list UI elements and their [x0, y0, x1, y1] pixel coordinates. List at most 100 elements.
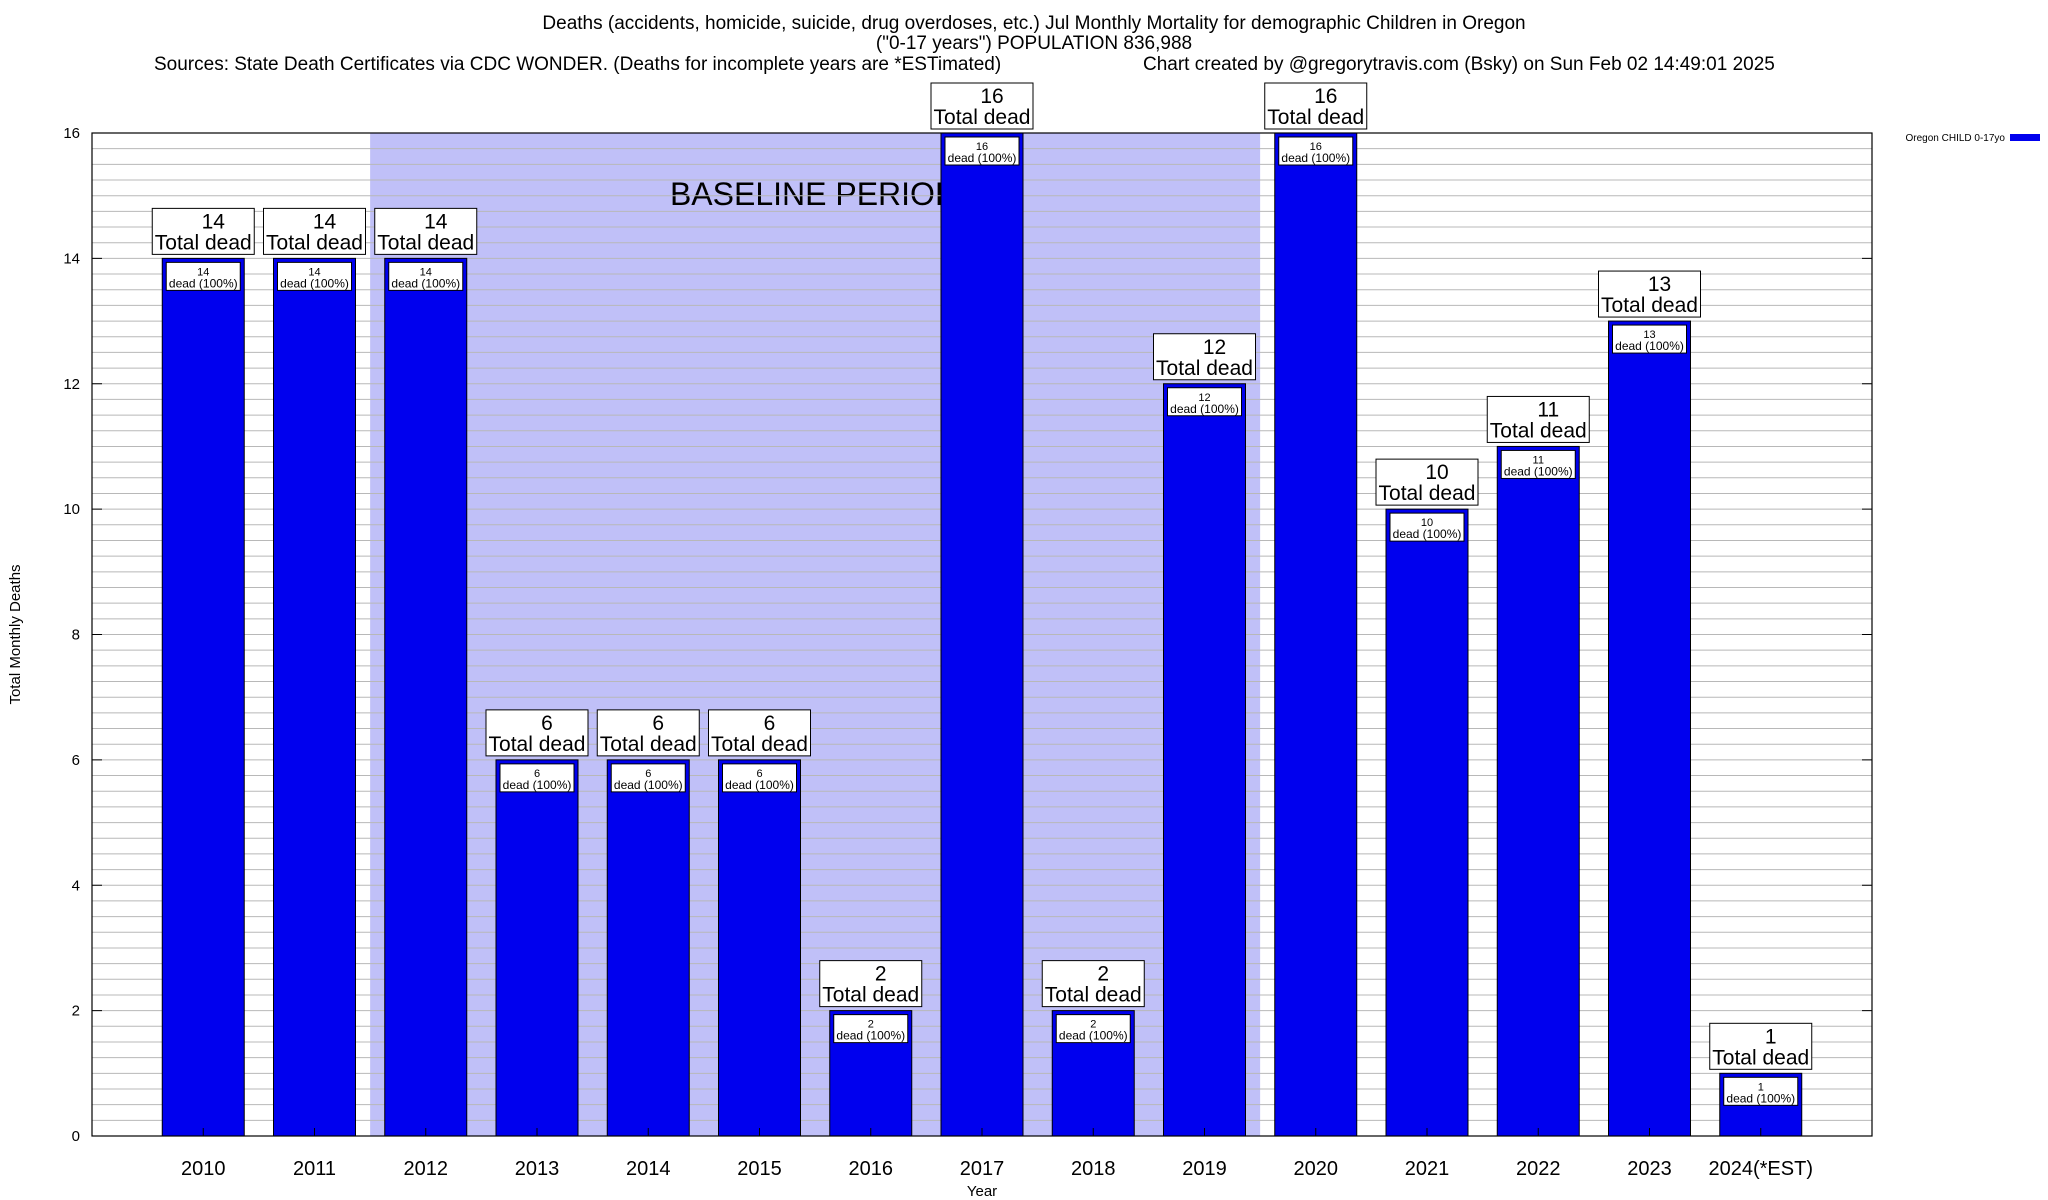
- total-value-2014: 6: [652, 712, 664, 735]
- inner-label-box-2012: [388, 261, 464, 291]
- inner-value-2020: 16: [1310, 141, 1322, 153]
- total-label-2010: Total dead: [155, 231, 252, 254]
- inner-value-2023: 13: [1643, 329, 1655, 341]
- total-value-2024(*EST): 1: [1765, 1025, 1777, 1048]
- y-tick-label-10: 10: [63, 501, 80, 518]
- inner-label-box-2024(*EST): [1723, 1076, 1799, 1106]
- total-label-2022: Total dead: [1490, 419, 1587, 442]
- y-tick-label-2: 2: [72, 1003, 80, 1020]
- inner-value-2016: 2: [868, 1019, 874, 1031]
- x-tick-label-2013: 2013: [515, 1158, 560, 1180]
- y-tick-label-6: 6: [72, 752, 80, 769]
- total-label-2011: Total dead: [266, 231, 363, 254]
- x-tick-label-2014: 2014: [626, 1158, 671, 1180]
- total-label-box-2020: [1264, 82, 1368, 130]
- bar-2019: [1163, 383, 1246, 1137]
- bar-2010: [161, 257, 245, 1137]
- x-tick-label-2010: 2010: [181, 1158, 226, 1180]
- inner-percent-2012: dead (100%): [391, 276, 460, 290]
- inner-percent-2015: dead (100%): [725, 778, 794, 792]
- inner-label-box-2021: [1389, 512, 1465, 542]
- inner-percent-2023: dead (100%): [1615, 339, 1684, 353]
- inner-percent-2018: dead (100%): [1059, 1029, 1128, 1043]
- bar-2023: [1608, 320, 1691, 1137]
- inner-label-box-2023: [1612, 324, 1687, 354]
- inner-label-box-2017: [944, 136, 1020, 166]
- inner-value-2015: 6: [756, 768, 762, 780]
- x-tick-label-2011: 2011: [293, 1158, 336, 1180]
- total-label-2021: Total dead: [1379, 482, 1476, 505]
- total-label-2013: Total dead: [489, 733, 586, 756]
- total-value-2010: 14: [202, 210, 226, 233]
- total-label-2018: Total dead: [1045, 984, 1142, 1007]
- total-value-2020: 16: [1314, 85, 1337, 108]
- y-axis-label: Total Monthly Deaths: [7, 564, 24, 704]
- bar-2020: [1274, 132, 1358, 1137]
- inner-label-box-2013: [499, 763, 575, 793]
- total-value-2016: 2: [875, 963, 887, 986]
- inner-label-box-2011: [277, 261, 352, 291]
- inner-label-box-2015: [722, 763, 797, 793]
- inner-label-box-2022: [1500, 449, 1576, 479]
- total-label-2012: Total dead: [377, 231, 474, 254]
- total-label-2016: Total dead: [822, 984, 919, 1007]
- legend-label: Oregon CHILD 0-17yo: [1906, 133, 2006, 144]
- total-label-2019: Total dead: [1156, 357, 1253, 380]
- inner-label-box-2014: [610, 763, 686, 793]
- total-value-2019: 12: [1203, 336, 1226, 359]
- x-tick-label-2017: 2017: [960, 1158, 1005, 1180]
- y-tick-label-8: 8: [72, 627, 80, 644]
- inner-percent-2020: dead (100%): [1281, 151, 1350, 165]
- baseline-period-label: BASELINE PERIOD: [670, 176, 958, 212]
- inner-value-2012: 14: [420, 266, 432, 278]
- inner-label-box-2010: [165, 261, 241, 291]
- total-label-box-2015: [708, 709, 811, 757]
- inner-value-2010: 14: [197, 266, 209, 278]
- bar-2017: [940, 132, 1024, 1137]
- bar-2012: [384, 257, 468, 1137]
- legend-swatch: [2010, 134, 2040, 141]
- chart-subtitle: ("0-17 years") POPULATION 836,988: [875, 33, 1193, 54]
- x-tick-label-2021: 2021: [1405, 1158, 1450, 1180]
- y-tick-label-0: 0: [72, 1128, 80, 1145]
- total-value-2021: 10: [1425, 461, 1448, 484]
- bar-2021: [1385, 508, 1469, 1137]
- inner-label-box-2018: [1055, 1014, 1131, 1044]
- total-label-2014: Total dead: [600, 733, 697, 756]
- total-value-2013: 6: [541, 712, 553, 735]
- inner-label-box-2019: [1167, 387, 1242, 417]
- x-tick-label-2020: 2020: [1294, 1158, 1339, 1180]
- bar-2015: [718, 759, 801, 1137]
- chart-title: Deaths (accidents, homicide, suicide, dr…: [542, 13, 1526, 34]
- total-label-box-2024(*EST): [1709, 1022, 1813, 1070]
- x-tick-label-2018: 2018: [1071, 1158, 1116, 1180]
- total-label-2017: Total dead: [934, 106, 1031, 129]
- total-label-2020: Total dead: [1267, 106, 1364, 129]
- inner-value-2021: 10: [1421, 517, 1433, 529]
- y-tick-label-4: 4: [72, 877, 80, 894]
- inner-value-2013: 6: [534, 768, 540, 780]
- total-label-box-2013: [485, 709, 589, 757]
- total-label-box-2018: [1041, 960, 1145, 1008]
- inner-value-2017: 16: [976, 141, 988, 153]
- total-label-box-2021: [1375, 458, 1479, 506]
- inner-percent-2013: dead (100%): [503, 778, 572, 792]
- total-label-box-2012: [374, 207, 478, 255]
- inner-value-2014: 6: [645, 768, 651, 780]
- inner-percent-2022: dead (100%): [1504, 464, 1573, 478]
- total-label-2015: Total dead: [711, 733, 808, 756]
- x-tick-label-2024(*EST): 2024(*EST): [1709, 1158, 1814, 1180]
- inner-value-2024(*EST): 1: [1758, 1081, 1764, 1093]
- total-value-2011: 14: [313, 210, 337, 233]
- total-label-box-2023: [1598, 270, 1701, 318]
- inner-percent-2021: dead (100%): [1393, 527, 1462, 541]
- x-tick-label-2016: 2016: [849, 1158, 894, 1180]
- total-value-2023: 13: [1648, 273, 1671, 296]
- total-label-box-2017: [930, 82, 1034, 130]
- inner-label-box-2020: [1278, 136, 1354, 166]
- bar-2014: [606, 759, 690, 1137]
- x-tick-label-2019: 2019: [1182, 1158, 1227, 1180]
- bar-2022: [1496, 445, 1580, 1137]
- total-label-box-2019: [1153, 333, 1256, 381]
